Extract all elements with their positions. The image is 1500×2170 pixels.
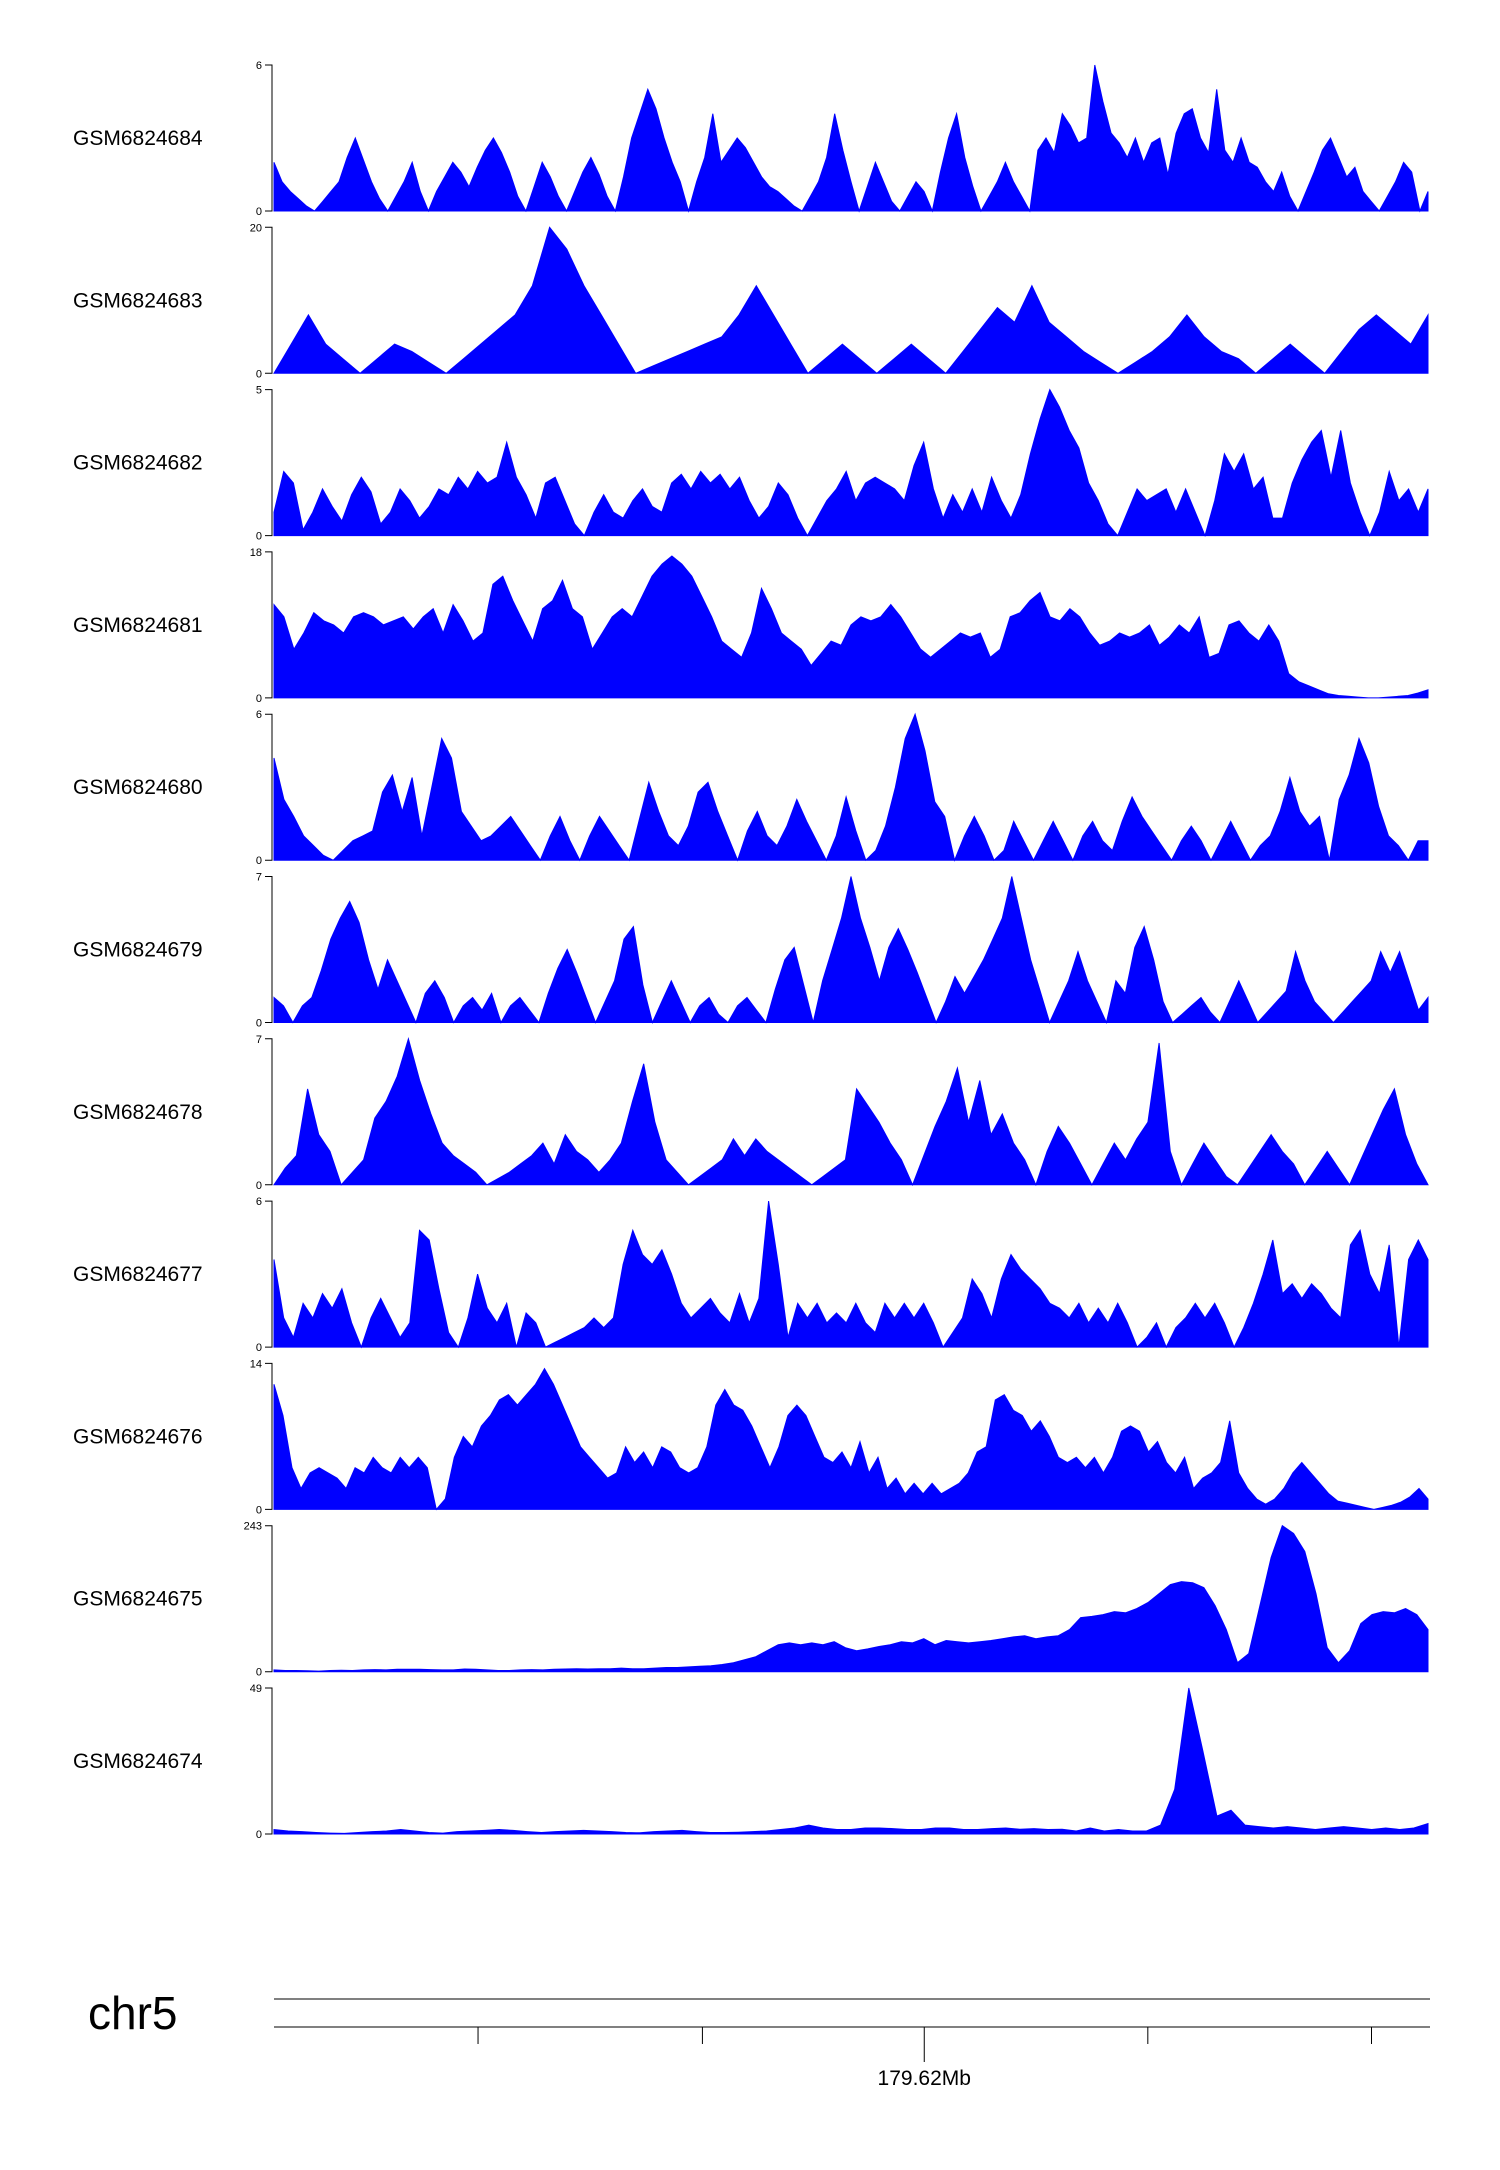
y-min-label: 0 (256, 531, 262, 543)
track-GSM6824676: GSM6824676 14 0 (73, 1358, 1429, 1516)
track-label: GSM6824677 (73, 1263, 203, 1286)
y-axis (265, 1525, 273, 1673)
y-max-label: 18 (250, 547, 262, 559)
y-max-label: 49 (250, 1683, 262, 1695)
y-axis (265, 389, 273, 537)
track-GSM6824675: GSM6824675 243 0 (73, 1521, 1429, 1679)
coverage-area (273, 1524, 1429, 1673)
y-max-label: 7 (256, 872, 262, 884)
y-axis (265, 876, 273, 1023)
track-GSM6824674: GSM6824674 49 0 (73, 1683, 1429, 1841)
coverage-area (273, 64, 1429, 213)
y-min-label: 0 (256, 1180, 262, 1192)
track-GSM6824679: GSM6824679 7 0 (73, 872, 1429, 1030)
y-axis (265, 551, 273, 699)
coverage-area (273, 1036, 1429, 1187)
track-label: GSM6824678 (73, 1101, 203, 1124)
track-label: GSM6824675 (73, 1588, 203, 1611)
y-max-label: 6 (256, 709, 262, 721)
y-axis (265, 1362, 273, 1510)
track-label: GSM6824682 (73, 452, 203, 475)
y-max-label: 6 (256, 1196, 262, 1208)
coverage-area (273, 1201, 1429, 1349)
coverage-area (273, 712, 1429, 862)
track-label: GSM6824674 (73, 1750, 203, 1773)
track-GSM6824680: GSM6824680 6 0 (73, 709, 1429, 867)
genome-axis-ticks (477, 2027, 1373, 2062)
coverage-area (273, 876, 1429, 1025)
coverage-area (273, 1687, 1429, 1835)
coverage-area (273, 1367, 1429, 1511)
y-min-label: 0 (256, 206, 262, 218)
y-min-label: 0 (256, 368, 262, 380)
genome-axis: chr5 179.62Mb (88, 1987, 1430, 2090)
y-min-label: 0 (256, 1342, 262, 1354)
coverage-area (273, 388, 1429, 538)
y-max-label: 7 (256, 1034, 262, 1046)
y-axis (265, 226, 273, 374)
genome-position-label: 179.62Mb (878, 2067, 971, 2090)
y-axis (265, 1200, 273, 1348)
y-min-label: 0 (256, 1829, 262, 1841)
track-label: GSM6824676 (73, 1425, 203, 1448)
track-GSM6824683: GSM6824683 20 0 (73, 222, 1429, 380)
coverage-area (273, 555, 1429, 699)
track-GSM6824678: GSM6824678 7 0 (73, 1034, 1429, 1192)
y-min-label: 0 (256, 1504, 262, 1516)
track-label: GSM6824680 (73, 776, 203, 799)
track-GSM6824677: GSM6824677 6 0 (73, 1196, 1429, 1354)
track-GSM6824681: GSM6824681 18 0 (73, 547, 1429, 705)
y-max-label: 20 (250, 222, 262, 234)
chromosome-label: chr5 (88, 1987, 177, 2039)
track-label: GSM6824679 (73, 939, 203, 962)
y-min-label: 0 (256, 855, 262, 867)
y-axis (265, 1038, 273, 1186)
y-axis (265, 1687, 273, 1835)
y-min-label: 0 (256, 1667, 262, 1679)
y-max-label: 5 (256, 385, 262, 397)
track-GSM6824682: GSM6824682 5 0 (73, 385, 1429, 543)
y-axis (265, 64, 273, 212)
track-label: GSM6824681 (73, 614, 203, 637)
y-min-label: 0 (256, 693, 262, 705)
y-max-label: 6 (256, 60, 262, 72)
y-max-label: 14 (250, 1358, 262, 1370)
track-label: GSM6824683 (73, 289, 203, 312)
y-min-label: 0 (256, 1018, 262, 1030)
y-max-label: 243 (244, 1521, 262, 1533)
track-label: GSM6824684 (73, 127, 203, 150)
y-axis (265, 713, 273, 861)
track-stack: GSM682468460GSM6824683200GSM682468250GSM… (73, 60, 1429, 1841)
coverage-area (273, 226, 1429, 375)
track-GSM6824684: GSM6824684 6 0 (73, 60, 1429, 218)
